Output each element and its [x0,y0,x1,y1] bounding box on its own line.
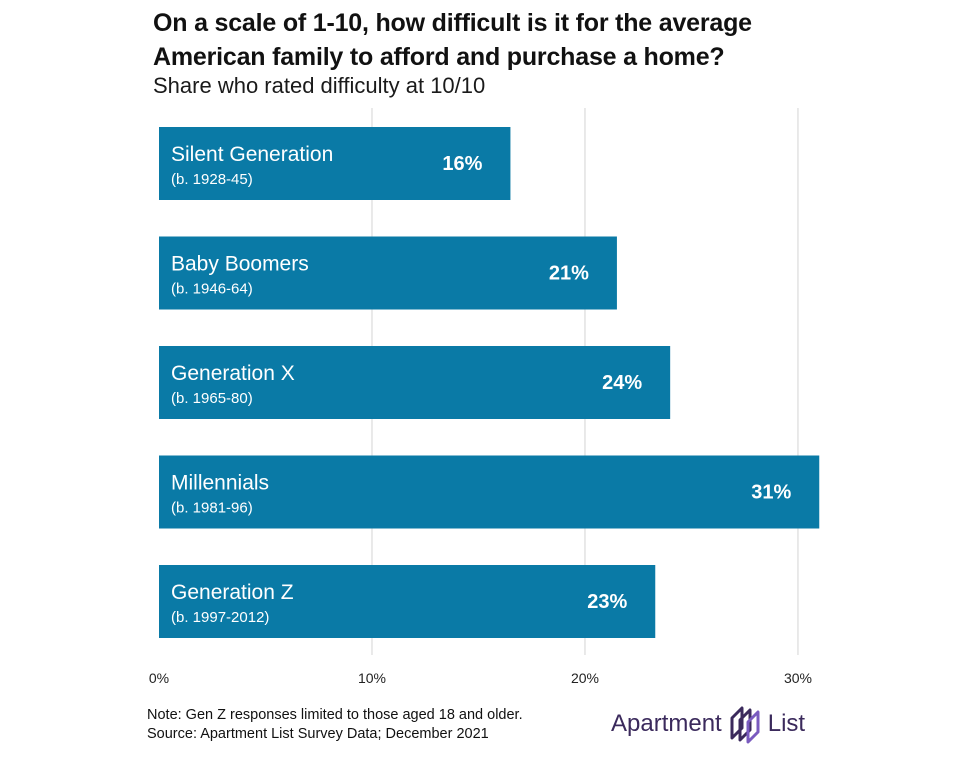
x-tick-label: 20% [571,670,599,686]
bar [159,565,656,638]
bar-category-label: Generation X [171,362,295,385]
chart-title-line-1: On a scale of 1-10, how difficult is it … [153,9,752,37]
brand-name-right: List [767,710,806,737]
bar [159,236,617,310]
source-line: Source: Apartment List Survey Data; Dece… [147,726,489,742]
bar-birth-years-label: (b. 1946-64) [171,281,253,298]
x-tick-label: 10% [358,670,386,686]
note-line: Note: Gen Z responses limited to those a… [147,707,523,723]
bar [159,455,820,529]
chart-title: On a scale of 1-10, how difficult is it … [153,6,953,74]
bar [159,346,671,419]
bar-value-label: 16% [442,153,482,175]
bar-birth-years-label: (b. 1997-2012) [171,609,269,626]
bar-value-label: 24% [602,372,642,394]
bar-category-label: Generation Z [171,581,294,604]
bar [159,127,511,200]
x-tick-label: 0% [149,670,169,686]
bar-chart: 0% 10% 20% 30% Silent Generation (b. 1928-45)… [149,108,820,686]
bar-value-label: 31% [751,482,791,504]
apartment-list-logo-icon [730,706,760,744]
apartment-list-logo: Apartment List [611,704,805,744]
bar-category-label: Silent Generation [171,143,333,166]
bar-birth-years-label: (b. 1928-45) [171,171,253,188]
brand-name-left: Apartment [611,710,722,737]
bar-birth-years-label: (b. 1981-96) [171,500,253,517]
chart-title-line-2: American family to afford and purchase a… [153,43,725,71]
bar-value-label: 21% [549,263,589,285]
bar-value-label: 23% [587,591,627,613]
source-note: Note: Gen Z responses limited to those a… [147,706,523,744]
chart-subtitle: Share who rated difficulty at 10/10 [153,73,486,98]
x-tick-label: 30% [784,670,812,686]
bar-birth-years-label: (b. 1965-80) [171,390,253,407]
bar-category-label: Millennials [171,472,269,495]
bar-category-label: Baby Boomers [171,253,309,276]
